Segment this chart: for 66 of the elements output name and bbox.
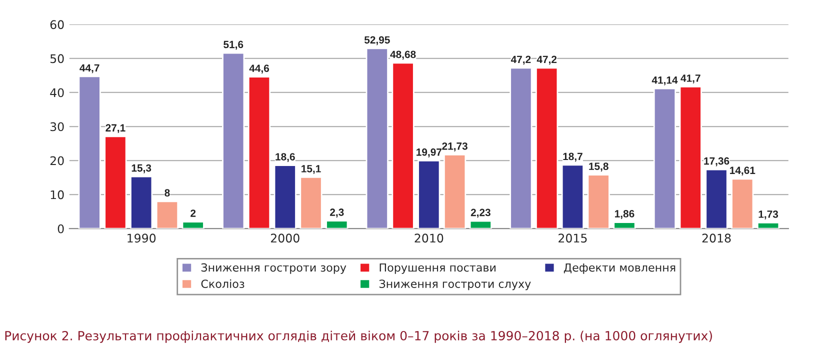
x-tick-label: 2000 [270, 234, 300, 243]
data-label: 51,6 [224, 40, 244, 50]
data-label: 15,1 [302, 165, 321, 174]
bar [104, 136, 127, 229]
y-tick-label: 10 [50, 190, 64, 200]
bar [392, 62, 414, 229]
data-label: 47,2 [536, 56, 557, 65]
legend-label: Сколіоз [201, 279, 244, 288]
bar [469, 220, 492, 229]
bar [705, 168, 728, 229]
legend-label: Зниження гостроти слуху [379, 280, 531, 290]
bar [731, 178, 754, 229]
bar [130, 176, 153, 229]
data-label: 48,68 [390, 50, 416, 60]
bar [248, 76, 271, 229]
bar [536, 67, 558, 229]
data-label: 41,14 [652, 76, 678, 86]
bar [222, 52, 245, 229]
y-tick-label: 60 [50, 20, 64, 30]
bar [653, 88, 676, 229]
bar [561, 164, 584, 229]
data-label: 14,61 [730, 166, 756, 176]
y-tick-label: 50 [50, 54, 64, 64]
bar [613, 222, 636, 229]
legend-label: Дефекти мовлення [564, 263, 676, 274]
data-label: 17,36 [704, 157, 730, 166]
data-label: 15,3 [132, 164, 152, 174]
bar [444, 154, 466, 229]
x-tick-label: 2010 [414, 234, 444, 243]
bar [326, 220, 348, 229]
bar [510, 67, 532, 229]
data-label: 52,95 [364, 36, 390, 46]
data-label: 2,23 [470, 208, 490, 218]
bar [300, 176, 322, 229]
y-tick-label: 40 [50, 88, 64, 98]
data-label: 8 [164, 189, 170, 197]
data-label: 15,8 [589, 162, 608, 172]
x-tick-label: 2015 [558, 234, 587, 243]
data-label: 2 [190, 210, 196, 217]
bar [756, 222, 780, 229]
y-tick-label: 0 [58, 224, 64, 234]
data-label: 44,6 [249, 64, 270, 74]
bar [156, 200, 179, 229]
bar [182, 221, 204, 229]
data-label: 21,73 [442, 142, 468, 152]
data-label: 44,7 [80, 64, 100, 74]
legend-label: Порушення постави [380, 263, 496, 274]
data-label: 18,6 [276, 153, 295, 162]
data-label: 27,1 [106, 124, 126, 134]
data-label: 19,97 [416, 148, 442, 158]
data-label: 41,7 [680, 74, 700, 84]
data-label: 18,7 [563, 152, 582, 162]
x-tick-label: 2018 [702, 234, 731, 243]
data-label: 1,86 [615, 210, 634, 219]
legend-label: Зниження гостроти зору [201, 263, 346, 274]
data-label: 1,73 [758, 210, 778, 220]
bar [274, 164, 296, 229]
bar [418, 160, 440, 229]
text: Рисунок 2. Результати профілактичних оглядів дітей віком 0–17 років за 1990–2018 р. (на 1000 оглянутих) [5, 330, 712, 343]
y-tick-label: 20 [50, 156, 64, 166]
y-tick-label: 30 [50, 122, 64, 132]
data-label: 47,2 [510, 56, 531, 65]
bar [587, 174, 610, 229]
data-label: 2,3 [330, 208, 344, 218]
bar [78, 76, 101, 229]
x-tick-label: 1990 [128, 234, 156, 243]
